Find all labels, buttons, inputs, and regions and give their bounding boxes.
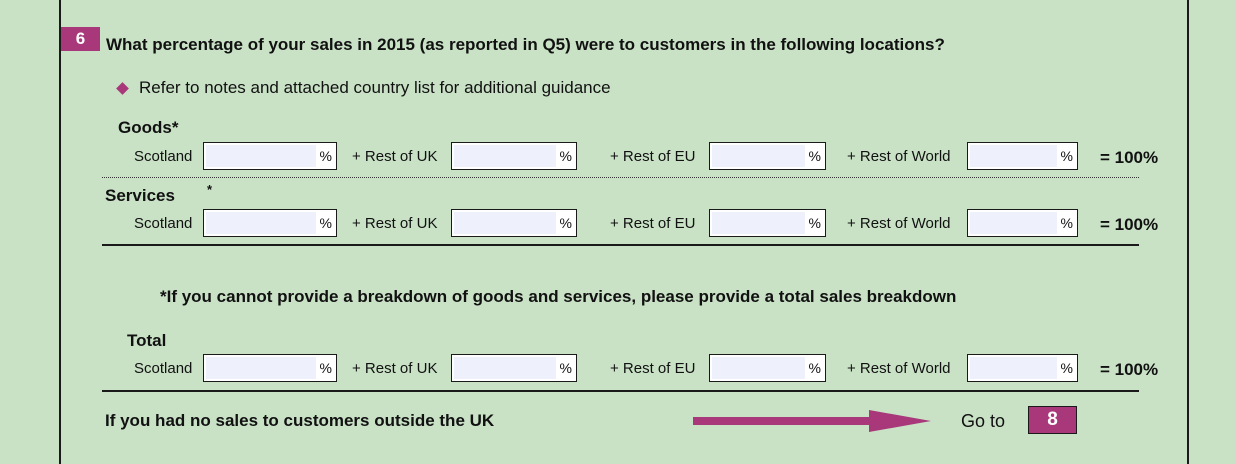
services-scotland-label: Scotland: [134, 215, 193, 232]
goods-rest-eu-input[interactable]: [712, 145, 805, 167]
total-rest-eu-input[interactable]: [712, 357, 805, 379]
goods-rest-eu-label: + Rest of EU: [610, 148, 696, 165]
services-rest-world-label: + Rest of World: [847, 215, 951, 232]
total-scotland-label: Scotland: [134, 360, 193, 377]
services-rest-world-field: %: [967, 209, 1078, 237]
percent-sign: %: [319, 148, 332, 164]
breakdown-note: *If you cannot provide a breakdown of go…: [160, 287, 957, 306]
services-row: Scotland % + Rest of UK % + Rest of EU %…: [0, 208, 1236, 238]
total-rest-uk-input[interactable]: [454, 357, 556, 379]
question-number: 6: [61, 27, 100, 51]
percent-sign: %: [808, 215, 821, 231]
total-rest-eu-label: + Rest of EU: [610, 360, 696, 377]
section-divider: [102, 390, 1139, 392]
goods-rest-world-input[interactable]: [970, 145, 1057, 167]
goods-total-label: = 100%: [1100, 148, 1159, 167]
goods-rest-world-field: %: [967, 142, 1078, 170]
go-to-question-badge: 8: [1028, 406, 1077, 434]
form-right-border: [1187, 0, 1189, 464]
percent-sign: %: [1060, 360, 1073, 376]
services-rest-uk-field: %: [451, 209, 577, 237]
goods-rest-uk-label: + Rest of UK: [352, 148, 438, 165]
goods-scotland-input[interactable]: [206, 145, 316, 167]
services-rest-eu-label: + Rest of EU: [610, 215, 696, 232]
guidance-note-text: Refer to notes and attached country list…: [139, 78, 611, 97]
total-rest-uk-field: %: [451, 354, 577, 382]
total-scotland-field: %: [203, 354, 337, 382]
services-rest-eu-input[interactable]: [712, 212, 805, 234]
diamond-bullet-icon: [116, 81, 129, 95]
question-text: What percentage of your sales in 2015 (a…: [106, 35, 945, 54]
total-rest-world-field: %: [967, 354, 1078, 382]
percent-sign: %: [559, 148, 572, 164]
goods-rest-uk-field: %: [451, 142, 577, 170]
percent-sign: %: [1060, 148, 1073, 164]
form-left-border: [59, 0, 61, 464]
total-rest-world-label: + Rest of World: [847, 360, 951, 377]
no-sales-instruction: If you had no sales to customers outside…: [105, 411, 495, 430]
percent-sign: %: [559, 215, 572, 231]
total-row: Scotland % + Rest of UK % + Rest of EU %…: [0, 353, 1236, 383]
goods-heading: Goods*: [118, 118, 179, 137]
services-total-label: = 100%: [1100, 215, 1159, 234]
percent-sign: %: [559, 360, 572, 376]
goods-row: Scotland % + Rest of UK % + Rest of EU %…: [0, 141, 1236, 171]
total-heading: Total: [127, 331, 167, 350]
services-rest-world-input[interactable]: [970, 212, 1057, 234]
go-to-label: Go to: [961, 411, 1006, 431]
section-divider-dotted: [102, 177, 1139, 178]
goods-rest-eu-field: %: [709, 142, 826, 170]
goods-rest-world-label: + Rest of World: [847, 148, 951, 165]
total-rest-eu-field: %: [709, 354, 826, 382]
services-rest-eu-field: %: [709, 209, 826, 237]
total-scotland-input[interactable]: [206, 357, 316, 379]
guidance-note: Refer to notes and attached country list…: [116, 78, 611, 98]
services-scotland-input[interactable]: [206, 212, 316, 234]
percent-sign: %: [319, 360, 332, 376]
arrow-right-icon: [693, 410, 931, 432]
services-heading: Services: [105, 186, 175, 205]
services-rest-uk-input[interactable]: [454, 212, 556, 234]
services-asterisk: *: [207, 182, 213, 197]
percent-sign: %: [808, 148, 821, 164]
services-rest-uk-label: + Rest of UK: [352, 215, 438, 232]
goods-scotland-label: Scotland: [134, 148, 193, 165]
total-total-label: = 100%: [1100, 360, 1159, 379]
goods-scotland-field: %: [203, 142, 337, 170]
services-scotland-field: %: [203, 209, 337, 237]
percent-sign: %: [319, 215, 332, 231]
section-divider: [102, 244, 1139, 246]
goods-rest-uk-input[interactable]: [454, 145, 556, 167]
total-rest-world-input[interactable]: [970, 357, 1057, 379]
percent-sign: %: [1060, 215, 1073, 231]
total-rest-uk-label: + Rest of UK: [352, 360, 438, 377]
percent-sign: %: [808, 360, 821, 376]
